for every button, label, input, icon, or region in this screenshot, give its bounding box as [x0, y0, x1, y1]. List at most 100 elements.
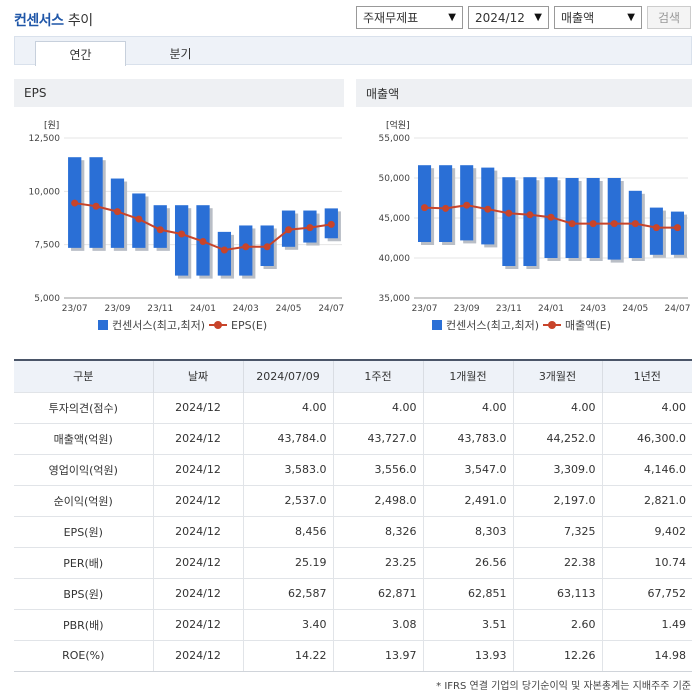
estimate-point — [220, 246, 228, 254]
x-tick-label: 23/11 — [496, 304, 522, 314]
y-tick-label: 50,000 — [379, 174, 411, 184]
y-axis-unit: [억원] — [386, 119, 410, 131]
row-value: 1.49 — [601, 608, 692, 640]
range-bar — [239, 225, 253, 276]
row-value: 46,300.0 — [601, 422, 692, 454]
y-tick-label: 5,000 — [34, 294, 60, 304]
row-value: 8,326 — [332, 515, 423, 547]
y-tick-label: 10,000 — [29, 187, 61, 197]
row-value: 43,783.0 — [422, 422, 513, 454]
item-select[interactable]: 매출액 ▼ — [554, 6, 642, 29]
row-value: 2.60 — [512, 608, 602, 640]
estimate-point — [199, 237, 207, 245]
estimate-point — [568, 220, 576, 228]
row-value: 8,303 — [422, 515, 513, 547]
metric-select[interactable]: 주재무제표 ▼ — [356, 6, 463, 29]
footnote: * IFRS 연결 기업의 당기순이익 및 자본총계는 지배주주 기준 — [436, 681, 691, 692]
period-select[interactable]: 2024/12 ▼ — [468, 6, 549, 29]
row-label: 영업이익(억원) — [14, 453, 153, 485]
table-row: EPS(원) 2024/12 8,456 8,326 8,303 7,325 9,402 — [14, 515, 692, 547]
chevron-down-icon: ▼ — [448, 12, 456, 23]
estimate-point — [71, 199, 79, 207]
row-date: 2024/12 — [152, 453, 243, 485]
row-label: ROE(%) — [14, 639, 153, 672]
row-value: 62,851 — [422, 577, 513, 609]
table-row: PBR(배) 2024/12 3.40 3.08 3.51 2.60 1.49 — [14, 608, 692, 640]
row-date: 2024/12 — [152, 577, 243, 609]
range-bar — [174, 205, 189, 276]
y-tick-label: 55,000 — [379, 134, 411, 144]
range-bar — [565, 178, 579, 258]
row-value: 7,325 — [512, 515, 602, 547]
row-value: 3,547.0 — [422, 453, 513, 485]
row-date: 2024/12 — [152, 515, 243, 547]
row-value: 3,309.0 — [512, 453, 602, 485]
legend-line-swatch — [543, 320, 562, 330]
estimate-point — [463, 201, 471, 209]
estimate-point — [484, 205, 492, 213]
x-tick-label: 24/05 — [622, 304, 648, 314]
y-tick-label: 35,000 — [379, 294, 411, 304]
table-row: 투자의견(점수) 2024/12 4.00 4.00 4.00 4.00 4.00 — [14, 391, 692, 423]
row-value: 26.56 — [422, 546, 513, 578]
estimate-point — [156, 226, 164, 234]
row-value: 62,587 — [242, 577, 333, 609]
chevron-down-icon: ▼ — [534, 12, 542, 23]
x-tick-label: 24/07 — [318, 304, 344, 314]
tab-bar: 연간 분기 — [14, 36, 692, 66]
range-bar — [670, 211, 684, 255]
x-tick-label: 23/07 — [412, 304, 438, 314]
row-value: 23.25 — [332, 546, 423, 578]
row-value: 25.19 — [242, 546, 333, 578]
x-tick-label: 24/03 — [233, 304, 259, 314]
estimate-point — [263, 243, 271, 251]
title-brand: 컨센서스 — [14, 13, 64, 29]
y-axis-unit: [원] — [44, 120, 59, 131]
col-header: 1개월전 — [422, 360, 513, 392]
range-bar — [607, 178, 621, 260]
range-bar — [217, 231, 232, 276]
revenue-panel-title: 매출액 — [356, 79, 692, 107]
estimate-point — [547, 213, 555, 221]
row-value: 43,784.0 — [242, 422, 333, 454]
row-value: 63,113 — [512, 577, 602, 609]
col-header: 1주전 — [332, 360, 423, 392]
range-bar — [502, 177, 516, 266]
col-header: 날짜 — [152, 360, 243, 392]
eps-chart-legend: 컨센서스(최고,최저) EPS(E) — [98, 317, 267, 333]
row-date: 2024/12 — [152, 608, 243, 640]
period-select-value: 2024/12 — [475, 10, 525, 25]
page-title: 컨센서스 추이 — [14, 10, 93, 30]
row-value: 44,252.0 — [512, 422, 602, 454]
x-tick-label: 23/09 — [454, 304, 480, 314]
col-header: 구분 — [14, 360, 153, 392]
col-header: 2024/07/09 — [242, 360, 333, 392]
row-value: 8,456 — [242, 515, 333, 547]
y-tick-label: 7,500 — [34, 241, 60, 251]
row-label: PBR(배) — [14, 608, 153, 640]
estimate-point — [327, 220, 335, 228]
row-value: 3.08 — [332, 608, 423, 640]
row-value: 4.00 — [601, 391, 692, 423]
row-label: PER(배) — [14, 546, 153, 578]
row-value: 12.26 — [512, 639, 602, 672]
row-value: 62,871 — [332, 577, 423, 609]
search-button[interactable]: 검색 — [647, 6, 691, 29]
estimate-point — [242, 243, 250, 251]
x-tick-label: 24/07 — [664, 304, 690, 314]
metric-select-value: 주재무제표 — [363, 11, 419, 25]
table-row: ROE(%) 2024/12 14.22 13.97 13.93 12.26 14.98 — [14, 639, 692, 672]
tab-quarterly[interactable]: 분기 — [169, 47, 192, 61]
consensus-table: 구분 날짜 2024/07/09 1주전 1개월전 3개월전 1년전 투자의견(… — [14, 359, 692, 672]
row-value: 14.22 — [242, 639, 333, 672]
estimate-point — [589, 220, 597, 228]
table-row: 영업이익(억원) 2024/12 3,583.0 3,556.0 3,547.0 3,30… — [14, 453, 692, 485]
x-tick-label: 24/01 — [538, 304, 564, 314]
range-bar — [649, 207, 663, 255]
range-bar — [418, 165, 432, 242]
row-value: 4.00 — [242, 391, 333, 423]
tab-annual[interactable]: 연간 — [35, 41, 126, 66]
row-value: 3.51 — [422, 608, 513, 640]
